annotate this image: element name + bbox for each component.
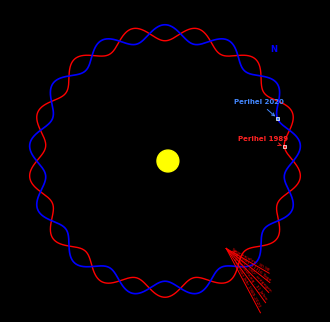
Text: Perihel 2020: Perihel 2020 [234,99,283,116]
Bar [276,117,279,120]
Text: Sonnenjahre: 30.98: Sonnenjahre: 30.98 [231,248,270,273]
Text: Perihel 1989: Perihel 1989 [238,136,288,146]
Text: Kalender Jahr 1989-2020: Kalender Jahr 1989-2020 [232,258,261,308]
Text: Periheldrehung - 31 Jahre: Periheldrehung - 31 Jahre [232,253,267,301]
Circle shape [157,150,179,172]
Bar [283,145,286,148]
Text: N: N [270,45,277,54]
Text: Kalender: 11316 Tage: Kalender: 11316 Tage [232,250,271,282]
Text: Aphelion - 180° entgegen: Aphelion - 180° entgegen [230,250,272,293]
